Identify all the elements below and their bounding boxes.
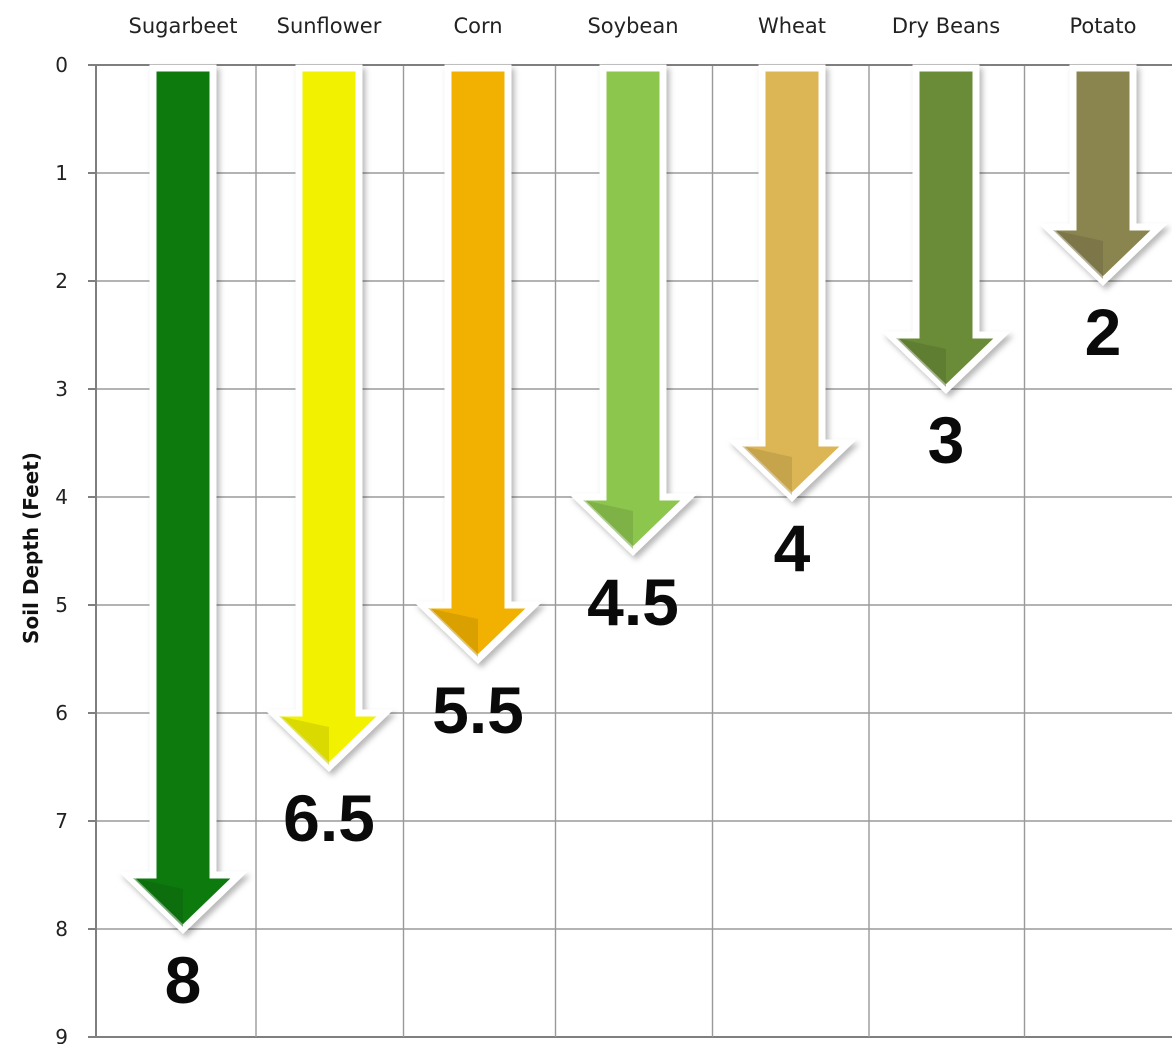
y-tick-label: 3 (55, 377, 68, 401)
depth-arrow (881, 64, 1011, 394)
depth-arrows (118, 64, 1168, 934)
arrow-head-shade (1053, 230, 1103, 279)
y-tick-label: 9 (55, 1025, 68, 1044)
y-axis-title: Soil Depth (Feet) (19, 452, 43, 644)
y-tick-label: 2 (55, 269, 68, 293)
arrow-body (264, 64, 394, 772)
value-labels: 8 6.5 5.5 4.5 4 3 2 (165, 295, 1122, 1017)
arrow-body (413, 64, 543, 664)
value-label: 8 (165, 943, 202, 1017)
arrow-body (118, 64, 248, 934)
y-tick-label: 8 (55, 917, 68, 941)
depth-arrow (1038, 64, 1168, 286)
category-label: Potato (1070, 14, 1137, 38)
depth-arrow (727, 64, 857, 502)
depth-arrow (413, 64, 543, 664)
category-label: Sugarbeet (129, 14, 238, 38)
y-tick-label: 7 (55, 809, 68, 833)
value-label: 5.5 (432, 673, 524, 747)
value-label: 3 (928, 403, 965, 477)
depth-arrow (568, 64, 698, 556)
arrow-head-shade (279, 716, 329, 765)
depth-arrow (118, 64, 248, 934)
y-tick-label: 6 (55, 701, 68, 725)
arrow-head-shade (896, 338, 946, 387)
y-tick-label: 0 (55, 53, 68, 77)
arrow-head-shade (742, 446, 792, 495)
category-labels: Sugarbeet Sunflower Corn Soybean Wheat Dry Be… (129, 14, 1137, 38)
y-tick-label: 1 (55, 161, 68, 185)
category-label: Corn (453, 14, 502, 38)
category-label: Dry Beans (892, 14, 1000, 38)
value-label: 6.5 (283, 781, 375, 855)
arrow-body (881, 64, 1011, 394)
category-label: Sunflower (277, 14, 382, 38)
category-label: Wheat (758, 14, 826, 38)
y-axis: 0 1 2 3 4 5 6 7 8 9 (55, 53, 1172, 1044)
value-label: 4 (774, 511, 811, 585)
arrow-body (1038, 64, 1168, 286)
value-label: 2 (1085, 295, 1122, 369)
y-tick-label: 4 (55, 485, 68, 509)
arrow-body (568, 64, 698, 556)
y-tick-label: 5 (55, 593, 68, 617)
value-label: 4.5 (587, 565, 679, 639)
arrow-head-shade (133, 878, 183, 927)
category-label: Soybean (587, 14, 678, 38)
arrow-head-shade (583, 500, 633, 549)
arrow-body (727, 64, 857, 502)
depth-arrow (264, 64, 394, 772)
arrow-head-shade (428, 608, 478, 657)
